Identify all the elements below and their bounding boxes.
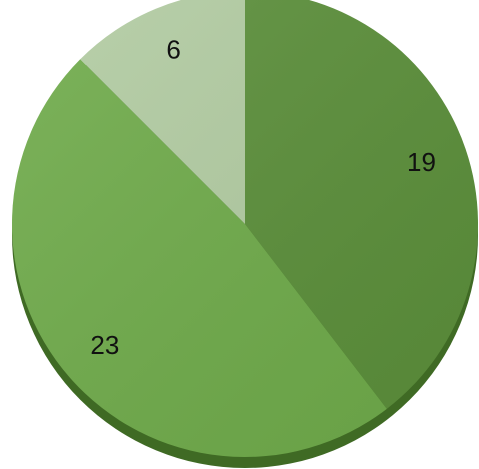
data-label-6: 6	[166, 35, 180, 65]
pie-labels: 19 23 6	[90, 35, 436, 360]
pie-sheen	[12, 0, 478, 457]
data-label-19: 19	[407, 147, 436, 177]
data-label-23: 23	[90, 330, 119, 360]
pie-slices	[12, 0, 478, 457]
